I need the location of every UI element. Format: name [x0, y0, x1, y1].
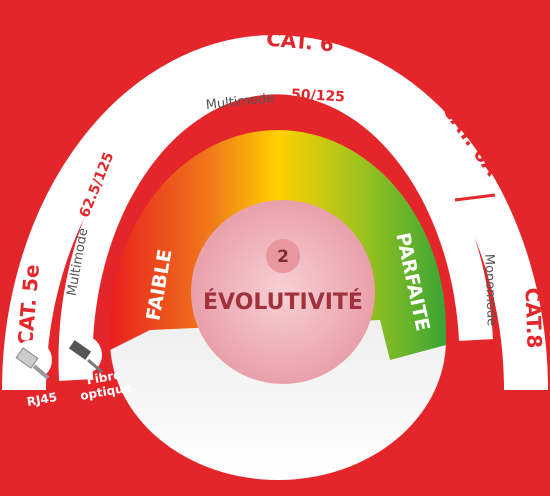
fibre-icon — [62, 335, 102, 375]
infographic: CAT. 6 CAT. 5e CAT. 6A CAT.8 Multimode 5… — [0, 0, 550, 496]
gauge-title: ÉVOLUTIVITÉ — [203, 289, 363, 315]
band-label: Monomode — [481, 254, 499, 327]
band-label: CAT.8 — [520, 287, 546, 349]
level: 2 — [277, 247, 289, 267]
band-label: 50/125 — [291, 87, 346, 106]
rj45-icon — [12, 340, 52, 380]
